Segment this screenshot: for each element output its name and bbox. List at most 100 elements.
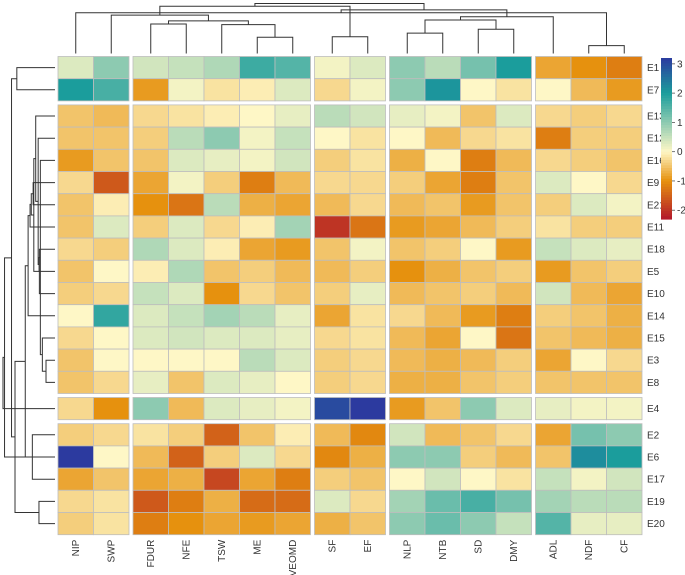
row-label-E11: E11 — [647, 223, 664, 234]
cell-E20-EF — [349, 512, 386, 536]
cell-E11-NLP — [389, 215, 426, 239]
cell-E4-ME — [239, 397, 276, 421]
row-labels: E1 E7 E13 E12 E16 E9 E21 E11 E18 E5 E10 E14 E15 E3 E8 E… — [647, 63, 665, 530]
cell-E19-NFE — [168, 489, 205, 513]
cell-E11-NTB — [424, 215, 461, 239]
cell-E13-TSW — [203, 104, 240, 128]
cell-E5-EF — [349, 259, 386, 283]
cell-E10-CF — [606, 282, 643, 306]
cell-E6-DMY — [495, 445, 532, 469]
column-dendrogram-link-11 — [75, 12, 607, 54]
cell-E12-ME — [239, 126, 276, 150]
cell-E20-CF — [606, 512, 643, 536]
legend-gradient-segment — [661, 143, 672, 148]
legend-gradient-segment — [661, 197, 672, 201]
cell-E7-NDF — [570, 78, 607, 102]
cell-E8-IVEOMD — [274, 370, 311, 394]
cell-E10-DMY — [495, 282, 532, 306]
cell-E21-SWP — [93, 193, 130, 217]
cell-E7-CF — [606, 78, 643, 102]
row-dendrogram-link-2 — [39, 159, 55, 356]
cell-E11-CF — [606, 215, 643, 239]
cell-E21-ME — [239, 193, 276, 217]
cell-E14-ME — [239, 304, 276, 328]
cell-E4-CF — [606, 397, 643, 421]
row-label-E3: E3 — [647, 356, 660, 367]
heatmap-cells — [57, 56, 643, 536]
row-label-E2: E2 — [647, 430, 660, 441]
cell-E3-NFE — [168, 348, 205, 372]
cell-E10-FDUR — [132, 282, 169, 306]
legend-gradient-segment — [661, 74, 672, 78]
cell-E17-ME — [239, 467, 276, 491]
cell-E11-ME — [239, 215, 276, 239]
cell-E20-SF — [314, 512, 351, 536]
cell-E17-TSW — [203, 467, 240, 491]
cell-E2-EF — [349, 423, 386, 447]
cell-E18-NDF — [570, 237, 607, 261]
cell-E12-TSW — [203, 126, 240, 150]
legend-tick-label: 0 — [677, 147, 683, 158]
cell-E10-SF — [314, 282, 351, 306]
row-dendrogram-link-1 — [41, 337, 55, 372]
cell-E15-ADL — [535, 326, 572, 350]
cell-E3-SD — [460, 348, 497, 372]
cell-E3-NDF — [570, 348, 607, 372]
cell-E2-DMY — [495, 423, 532, 447]
legend-gradient-segment — [661, 114, 672, 118]
legend-gradient-segment — [661, 213, 672, 217]
cell-E6-NDF — [570, 445, 607, 469]
cell-E19-DMY — [495, 489, 532, 513]
cell-E18-NLP — [389, 237, 426, 261]
column-label-NFE: NFE — [182, 539, 193, 559]
cell-E2-FDUR — [132, 423, 169, 447]
cell-E4-IVEOMD — [274, 397, 311, 421]
cell-E14-DMY — [495, 304, 532, 328]
cell-E13-FDUR — [132, 104, 169, 128]
legend-gradient-segment — [661, 165, 672, 169]
cell-E8-DMY — [495, 370, 532, 394]
cell-E19-SWP — [93, 489, 130, 513]
cell-E10-EF — [349, 282, 386, 306]
column-label-IVEOMD: IVEOMD — [288, 540, 299, 575]
cell-E21-NIP — [57, 193, 94, 217]
cell-E8-SF — [314, 370, 351, 394]
cell-E8-NFE — [168, 370, 205, 394]
cell-E4-ADL — [535, 397, 572, 421]
color-legend: 3 2 1 0 -1 -2 — [661, 58, 685, 220]
cell-E9-EF — [349, 171, 386, 195]
cell-E16-SD — [460, 148, 497, 172]
column-label-SD: SD — [474, 540, 485, 554]
cell-E17-NTB — [424, 467, 461, 491]
cell-E7-SD — [460, 78, 497, 102]
column-label-ME: ME — [253, 539, 264, 554]
legend-gradient-segment — [661, 159, 672, 164]
cell-E18-FDUR — [132, 237, 169, 261]
cell-E13-EF — [349, 104, 386, 128]
column-dendrogram-link-14 — [254, 3, 425, 10]
cell-E14-ADL — [535, 304, 572, 328]
cell-E5-ADL — [535, 259, 572, 283]
row-dendrogram-link-8 — [33, 158, 40, 272]
cell-E18-ADL — [535, 237, 572, 261]
legend-gradient-segment — [661, 100, 672, 105]
cell-E12-IVEOMD — [274, 126, 311, 150]
cell-E15-ME — [239, 326, 276, 350]
cell-E19-NIP — [57, 489, 94, 513]
cell-E21-FDUR — [132, 193, 169, 217]
cell-E16-NFE — [168, 148, 205, 172]
cell-E3-IVEOMD — [274, 348, 311, 372]
cell-E7-DMY — [495, 78, 532, 102]
cell-E16-ME — [239, 148, 276, 172]
cell-E5-ME — [239, 259, 276, 283]
row-label-E8: E8 — [647, 378, 660, 389]
column-dendrogram-link-13 — [159, 5, 351, 37]
legend-gradient-segment — [661, 178, 672, 183]
cell-E4-FDUR — [132, 397, 169, 421]
legend-gradient-segment — [661, 208, 672, 212]
cell-E19-CF — [606, 489, 643, 513]
cell-E12-NLP — [389, 126, 426, 150]
cell-E10-NLP — [389, 282, 426, 306]
cell-E16-DMY — [495, 148, 532, 172]
cell-E12-NIP — [57, 126, 94, 150]
